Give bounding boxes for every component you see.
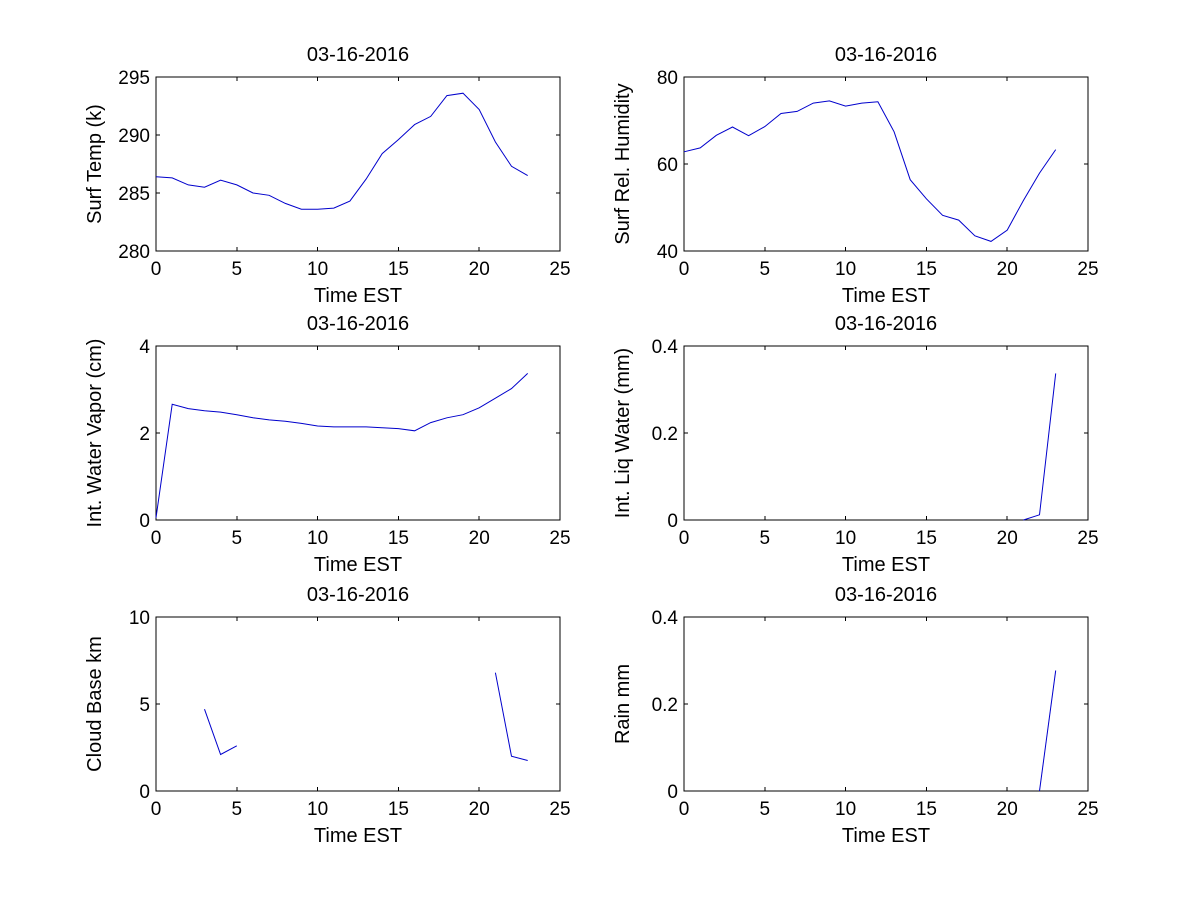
x-tick-label: 15 xyxy=(388,259,409,280)
plot-area-frame xyxy=(683,76,1089,252)
y-axis-label: Surf Temp (k) xyxy=(84,104,106,224)
y-axis-label: Cloud Base km xyxy=(84,636,106,772)
chart-panel-6: 0 5 10 15 20 25 0 0.2 0.4 03-16-2016 Time EST Rain … xyxy=(612,584,1099,847)
y-tick-label: 0.2 xyxy=(652,695,678,716)
chart-panel-1: 0 5 10 15 20 25 280 285 290 295 03-16-2016 Time EST… xyxy=(84,44,571,307)
x-axis-label: Time EST xyxy=(842,825,930,847)
x-tick-label: 20 xyxy=(997,259,1018,280)
plot-area-frame xyxy=(683,616,1089,792)
x-tick-label: 25 xyxy=(1077,799,1098,820)
plot-area-frame xyxy=(155,76,561,252)
plot-area-frame xyxy=(155,616,561,792)
x-tick-label: 0 xyxy=(679,528,690,549)
x-tick-label: 20 xyxy=(997,799,1018,820)
x-tick-label: 0 xyxy=(679,799,690,820)
y-tick-label: 295 xyxy=(118,68,150,89)
x-tick-label: 15 xyxy=(916,799,937,820)
y-tick-label: 0 xyxy=(667,511,678,532)
y-tick-label: 80 xyxy=(657,68,678,89)
plot-area-frame xyxy=(683,345,1089,521)
x-tick-label: 5 xyxy=(760,799,771,820)
x-tick-label: 10 xyxy=(835,528,856,549)
x-tick-label: 20 xyxy=(469,528,490,549)
series-line-1 xyxy=(155,373,529,518)
chart-title: 03-16-2016 xyxy=(307,44,409,66)
x-tick-label: 20 xyxy=(469,799,490,820)
y-tick-label: 280 xyxy=(118,242,150,263)
series-line-1 xyxy=(683,100,1057,242)
y-axis-label: Surf Rel. Humidity xyxy=(612,83,634,244)
x-tick-label: 25 xyxy=(549,799,570,820)
y-tick-label: 290 xyxy=(118,126,150,147)
x-axis-label: Time EST xyxy=(314,825,402,847)
x-tick-label: 5 xyxy=(232,799,243,820)
x-tick-label: 0 xyxy=(679,259,690,280)
x-axis-label: Time EST xyxy=(314,554,402,576)
x-tick-label: 20 xyxy=(997,528,1018,549)
x-tick-label: 5 xyxy=(760,259,771,280)
x-tick-label: 15 xyxy=(388,528,409,549)
chart-title: 03-16-2016 xyxy=(307,313,409,335)
y-tick-label: 0 xyxy=(139,782,150,803)
y-axis-label: Rain mm xyxy=(612,664,634,744)
chart-panel-4: 0 5 10 15 20 25 0 0.2 0.4 03-16-2016 Time EST Int. … xyxy=(612,313,1099,576)
series-line-1 xyxy=(1039,670,1057,792)
y-tick-label: 0.4 xyxy=(652,608,679,629)
y-tick-label: 10 xyxy=(129,608,150,629)
chart-title: 03-16-2016 xyxy=(835,313,937,335)
x-tick-label: 10 xyxy=(307,799,328,820)
series-line-2 xyxy=(494,672,528,761)
chart-title: 03-16-2016 xyxy=(307,584,409,606)
x-tick-label: 15 xyxy=(916,259,937,280)
x-tick-label: 15 xyxy=(916,528,937,549)
y-axis-label: Int. Liq Water (mm) xyxy=(612,348,634,518)
x-tick-label: 0 xyxy=(151,259,162,280)
x-axis-label: Time EST xyxy=(314,285,402,307)
x-axis-label: Time EST xyxy=(842,285,930,307)
y-axis-label: Int. Water Vapor (cm) xyxy=(84,339,106,528)
y-tick-label: 40 xyxy=(657,242,678,263)
y-tick-label: 5 xyxy=(139,695,150,716)
x-tick-label: 5 xyxy=(760,528,771,549)
x-tick-label: 5 xyxy=(232,528,243,549)
x-axis-label: Time EST xyxy=(842,554,930,576)
y-tick-label: 0 xyxy=(667,782,678,803)
y-tick-label: 60 xyxy=(657,155,678,176)
x-tick-label: 25 xyxy=(549,528,570,549)
y-tick-label: 285 xyxy=(118,184,150,205)
x-tick-label: 25 xyxy=(549,259,570,280)
chart-panel-5: 0 5 10 15 20 25 0 5 10 03-16-2016 Time EST Cloud Ba… xyxy=(84,584,571,847)
chart-title: 03-16-2016 xyxy=(835,44,937,66)
x-tick-label: 25 xyxy=(1077,528,1098,549)
y-tick-label: 4 xyxy=(139,337,150,358)
x-tick-label: 0 xyxy=(151,528,162,549)
x-tick-label: 20 xyxy=(469,259,490,280)
x-tick-label: 25 xyxy=(1077,259,1098,280)
series-line-1 xyxy=(1023,373,1057,521)
x-tick-label: 5 xyxy=(232,259,243,280)
chart-panel-2: 0 5 10 15 20 25 40 60 80 03-16-2016 Time EST Surf R… xyxy=(612,44,1099,307)
x-tick-label: 10 xyxy=(307,259,328,280)
series-line-1 xyxy=(204,709,238,756)
y-tick-label: 0 xyxy=(139,511,150,532)
x-tick-label: 15 xyxy=(388,799,409,820)
x-tick-label: 10 xyxy=(307,528,328,549)
x-tick-label: 10 xyxy=(835,259,856,280)
chart-panel-3: 0 5 10 15 20 25 0 2 4 03-16-2016 Time EST Int. Wate… xyxy=(84,313,571,576)
x-tick-label: 0 xyxy=(151,799,162,820)
series-line-1 xyxy=(155,92,528,210)
y-tick-label: 0.2 xyxy=(652,424,678,445)
y-tick-label: 2 xyxy=(139,424,150,445)
y-tick-label: 0.4 xyxy=(652,337,679,358)
chart-title: 03-16-2016 xyxy=(835,584,937,606)
x-tick-label: 10 xyxy=(835,799,856,820)
plot-area-frame xyxy=(155,345,561,521)
